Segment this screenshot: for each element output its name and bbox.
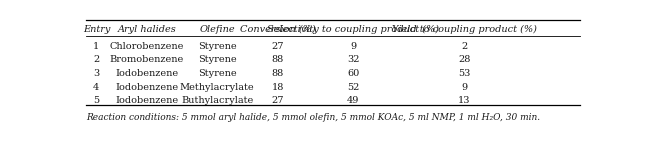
Text: 88: 88 — [272, 55, 284, 64]
Text: 88: 88 — [272, 69, 284, 78]
Text: Aryl halides: Aryl halides — [118, 25, 176, 34]
Text: 27: 27 — [272, 96, 284, 105]
Text: Styrene: Styrene — [198, 42, 237, 51]
Text: 4: 4 — [93, 83, 99, 92]
Text: 53: 53 — [458, 69, 471, 78]
Text: Yield to coupling product (%): Yield to coupling product (%) — [392, 25, 536, 34]
Text: Entry: Entry — [83, 25, 110, 34]
Text: Reaction conditions: 5 mmol aryl halide, 5 mmol olefin, 5 mmol KOAc, 5 ml NMP, 1: Reaction conditions: 5 mmol aryl halide,… — [86, 113, 540, 122]
Text: 2: 2 — [93, 55, 99, 64]
Text: 28: 28 — [458, 55, 471, 64]
Text: 2: 2 — [461, 42, 467, 51]
Text: Iodobenzene: Iodobenzene — [115, 69, 178, 78]
Text: 1: 1 — [93, 42, 99, 51]
Text: 60: 60 — [347, 69, 359, 78]
Text: 3: 3 — [93, 69, 99, 78]
Text: Styrene: Styrene — [198, 69, 237, 78]
Text: Iodobenzene: Iodobenzene — [115, 96, 178, 105]
Text: 49: 49 — [347, 96, 359, 105]
Text: 32: 32 — [347, 55, 359, 64]
Text: 13: 13 — [458, 96, 471, 105]
Text: 5: 5 — [94, 96, 99, 105]
Text: Bromobenzene: Bromobenzene — [110, 55, 184, 64]
Text: 18: 18 — [272, 83, 284, 92]
Text: Selectivity to coupling product (%): Selectivity to coupling product (%) — [267, 25, 439, 34]
Text: 9: 9 — [461, 83, 467, 92]
Text: 52: 52 — [347, 83, 359, 92]
Text: Chlorobenzene: Chlorobenzene — [110, 42, 184, 51]
Text: 9: 9 — [350, 42, 356, 51]
Text: Buthylacrylate: Buthylacrylate — [181, 96, 254, 105]
Text: 27: 27 — [272, 42, 284, 51]
Text: Conversion (%): Conversion (%) — [240, 25, 315, 34]
Text: Olefine: Olefine — [200, 25, 235, 34]
Text: Methylacrylate: Methylacrylate — [180, 83, 255, 92]
Text: Styrene: Styrene — [198, 55, 237, 64]
Text: Iodobenzene: Iodobenzene — [115, 83, 178, 92]
